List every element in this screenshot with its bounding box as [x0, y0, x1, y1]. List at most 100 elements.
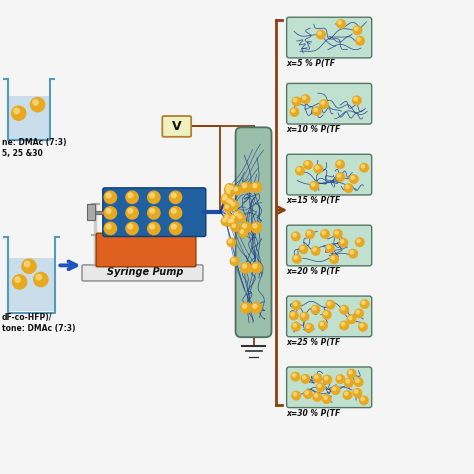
Circle shape — [231, 223, 239, 231]
FancyBboxPatch shape — [287, 225, 372, 266]
Text: x=10 % P(TF: x=10 % P(TF — [287, 126, 341, 135]
Circle shape — [30, 98, 45, 112]
Circle shape — [230, 201, 238, 210]
Circle shape — [355, 27, 358, 30]
Circle shape — [104, 207, 117, 219]
Circle shape — [238, 215, 241, 218]
Circle shape — [302, 376, 306, 379]
Circle shape — [128, 193, 133, 198]
Circle shape — [148, 222, 160, 235]
Circle shape — [12, 275, 27, 289]
Circle shape — [148, 191, 160, 203]
Text: V: V — [172, 120, 182, 133]
Circle shape — [294, 99, 297, 102]
Circle shape — [234, 188, 237, 191]
Circle shape — [227, 218, 235, 227]
Circle shape — [294, 256, 297, 259]
Text: ne: DMAc (7:3): ne: DMAc (7:3) — [1, 138, 66, 147]
Circle shape — [228, 199, 236, 208]
Circle shape — [361, 397, 364, 401]
Circle shape — [316, 166, 319, 169]
Circle shape — [326, 244, 334, 253]
Circle shape — [241, 303, 251, 313]
Circle shape — [106, 193, 111, 198]
Circle shape — [353, 96, 361, 105]
Circle shape — [301, 246, 304, 249]
Circle shape — [353, 389, 362, 397]
Circle shape — [324, 396, 327, 399]
Circle shape — [221, 196, 230, 204]
Circle shape — [353, 26, 362, 35]
Circle shape — [243, 304, 246, 308]
Circle shape — [311, 246, 320, 255]
Circle shape — [251, 303, 262, 313]
Text: x=25 % P(TF: x=25 % P(TF — [287, 338, 341, 347]
Circle shape — [341, 240, 344, 243]
Circle shape — [337, 19, 345, 28]
Circle shape — [253, 184, 257, 188]
FancyBboxPatch shape — [103, 188, 206, 237]
Circle shape — [241, 182, 251, 192]
Circle shape — [355, 378, 363, 386]
Circle shape — [228, 239, 232, 243]
Circle shape — [336, 160, 344, 169]
Circle shape — [14, 108, 19, 114]
Circle shape — [340, 305, 348, 314]
Circle shape — [150, 224, 155, 229]
Circle shape — [290, 108, 299, 116]
Bar — [9, 96, 49, 139]
Circle shape — [340, 321, 348, 330]
Circle shape — [336, 173, 345, 182]
Circle shape — [322, 395, 331, 403]
Circle shape — [330, 255, 338, 264]
Circle shape — [349, 249, 357, 258]
Circle shape — [320, 322, 323, 326]
Circle shape — [337, 376, 341, 379]
Circle shape — [225, 184, 234, 192]
Circle shape — [338, 21, 341, 24]
Circle shape — [315, 375, 318, 378]
Circle shape — [106, 209, 111, 213]
Circle shape — [334, 229, 342, 238]
Circle shape — [301, 95, 310, 103]
Circle shape — [243, 184, 246, 188]
FancyBboxPatch shape — [236, 128, 272, 337]
Circle shape — [237, 214, 245, 222]
Circle shape — [331, 256, 335, 259]
Circle shape — [227, 238, 236, 246]
Circle shape — [169, 191, 182, 203]
Circle shape — [22, 259, 36, 273]
Circle shape — [169, 222, 182, 235]
Text: x=15 % P(TF: x=15 % P(TF — [287, 196, 341, 205]
FancyBboxPatch shape — [287, 17, 372, 58]
Circle shape — [292, 374, 296, 377]
Circle shape — [34, 273, 48, 287]
Circle shape — [314, 108, 317, 111]
Circle shape — [345, 392, 348, 395]
Circle shape — [361, 165, 365, 168]
Circle shape — [243, 224, 246, 228]
Circle shape — [227, 185, 230, 188]
Circle shape — [310, 182, 319, 190]
Circle shape — [293, 324, 296, 327]
Circle shape — [300, 312, 309, 321]
Circle shape — [337, 161, 340, 164]
Circle shape — [292, 109, 295, 112]
Circle shape — [328, 302, 331, 305]
Circle shape — [229, 201, 232, 203]
Circle shape — [230, 215, 238, 223]
Circle shape — [322, 231, 326, 234]
Circle shape — [296, 166, 304, 175]
Circle shape — [225, 215, 228, 219]
Circle shape — [356, 379, 359, 383]
Text: 5, 25 &30: 5, 25 &30 — [1, 149, 42, 158]
Circle shape — [337, 174, 341, 177]
Circle shape — [355, 309, 363, 318]
Circle shape — [225, 198, 234, 206]
Text: x=30 % P(TF: x=30 % P(TF — [287, 409, 341, 418]
FancyBboxPatch shape — [287, 296, 372, 337]
Circle shape — [172, 209, 176, 213]
Circle shape — [235, 212, 238, 216]
Circle shape — [347, 369, 356, 378]
Circle shape — [231, 216, 234, 219]
